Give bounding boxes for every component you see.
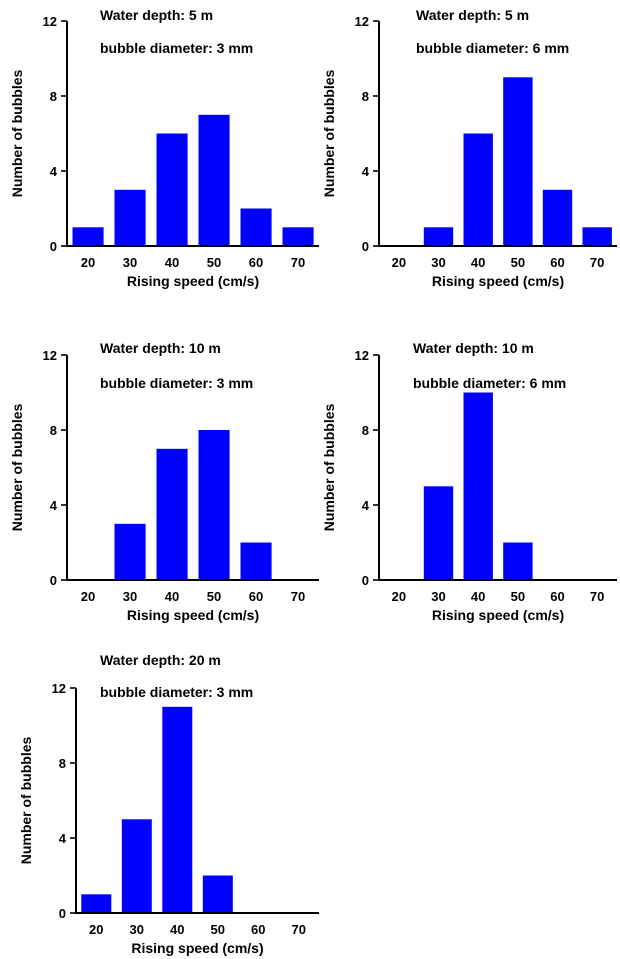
bubble-diameter-annotation: bubble diameter: 3 mm xyxy=(100,375,253,391)
x-tick-label: 20 xyxy=(392,589,406,604)
y-axis-label: Number of bubbles xyxy=(18,737,34,865)
x-tick-label: 60 xyxy=(249,589,263,604)
bar xyxy=(156,133,188,246)
y-tick-label: 0 xyxy=(362,573,369,588)
y-tick-label: 8 xyxy=(50,423,57,438)
y-tick-label: 12 xyxy=(355,348,369,363)
y-tick-label: 12 xyxy=(43,14,57,29)
bar xyxy=(542,189,573,247)
x-tick-label: 40 xyxy=(471,589,485,604)
y-axis-label: Number of bubbles xyxy=(321,404,337,532)
x-tick-label: 30 xyxy=(431,589,445,604)
x-tick-label: 40 xyxy=(165,255,179,270)
bar xyxy=(582,227,612,247)
water-depth-annotation: Water depth: 10 m xyxy=(100,340,221,356)
y-axis-label: Number of bubbles xyxy=(321,70,337,198)
y-tick-label: 4 xyxy=(50,164,58,179)
bar xyxy=(156,448,188,581)
bar xyxy=(202,875,233,913)
x-tick-label: 50 xyxy=(207,255,221,270)
x-axis-label: Rising speed (cm/s) xyxy=(432,273,564,289)
bar xyxy=(162,706,193,914)
x-tick-label: 40 xyxy=(165,589,179,604)
y-tick-label: 0 xyxy=(50,239,57,254)
bubble-diameter-annotation: bubble diameter: 6 mm xyxy=(413,375,566,391)
histogram-panel: 0 4 8 12 20 30 40 50 60 70 Rising speed (cm/s) Numb… xyxy=(18,652,319,956)
water-depth-annotation: Water depth: 20 m xyxy=(100,652,221,668)
y-tick-label: 0 xyxy=(50,573,57,588)
x-tick-label: 30 xyxy=(123,255,137,270)
x-tick-label: 20 xyxy=(81,589,95,604)
bar xyxy=(240,208,272,246)
y-axis-label: Number of bubbles xyxy=(9,70,25,198)
water-depth-annotation: Water depth: 10 m xyxy=(413,340,534,356)
x-tick-label: 40 xyxy=(170,922,184,937)
water-depth-annotation: Water depth: 5 m xyxy=(100,7,213,23)
y-tick-label: 8 xyxy=(59,756,66,771)
y-tick-label: 8 xyxy=(362,423,369,438)
x-tick-label: 50 xyxy=(207,589,221,604)
y-tick-label: 4 xyxy=(362,498,370,513)
x-tick-label: 50 xyxy=(511,589,525,604)
bar xyxy=(114,189,146,247)
bar xyxy=(198,430,230,580)
x-tick-label: 70 xyxy=(590,255,604,270)
bar xyxy=(240,542,272,580)
histogram-panel: 0 4 8 12 20 30 40 50 60 70 Rising speed (cm/s) Numb… xyxy=(9,7,319,289)
y-tick-label: 0 xyxy=(362,239,369,254)
x-tick-label: 30 xyxy=(431,255,445,270)
x-tick-label: 30 xyxy=(123,589,137,604)
bar xyxy=(81,894,112,914)
x-tick-label: 60 xyxy=(249,255,263,270)
x-tick-label: 60 xyxy=(251,922,265,937)
bar xyxy=(503,542,533,580)
x-tick-label: 60 xyxy=(550,255,564,270)
bubble-diameter-annotation: bubble diameter: 3 mm xyxy=(100,40,253,56)
bar xyxy=(114,523,146,581)
histogram-panel: 0 4 8 12 20 30 40 50 60 70 Rising speed (cm/s) Numb… xyxy=(9,340,319,623)
x-tick-label: 20 xyxy=(81,255,95,270)
x-tick-label: 70 xyxy=(291,255,305,270)
x-tick-label: 40 xyxy=(471,255,485,270)
x-tick-label: 70 xyxy=(292,922,306,937)
x-axis-label: Rising speed (cm/s) xyxy=(432,607,564,623)
x-tick-label: 30 xyxy=(130,922,144,937)
y-tick-label: 12 xyxy=(43,348,57,363)
bar xyxy=(198,114,230,247)
x-axis-label: Rising speed (cm/s) xyxy=(127,273,259,289)
bar xyxy=(121,819,152,914)
x-tick-label: 70 xyxy=(590,589,604,604)
bar xyxy=(503,77,533,247)
y-tick-label: 12 xyxy=(355,14,369,29)
histogram-panel: 0 4 8 12 20 30 40 50 60 70 Rising speed (cm/s) Numb… xyxy=(321,7,617,289)
x-axis-label: Rising speed (cm/s) xyxy=(131,940,263,956)
y-tick-label: 4 xyxy=(362,164,370,179)
y-tick-label: 4 xyxy=(50,498,58,513)
y-tick-label: 8 xyxy=(50,89,57,104)
histogram-panel: 0 4 8 12 20 30 40 50 60 70 Rising speed (cm/s) Numb… xyxy=(321,340,617,623)
x-tick-label: 20 xyxy=(89,922,103,937)
x-axis-label: Rising speed (cm/s) xyxy=(127,607,259,623)
x-tick-label: 50 xyxy=(511,255,525,270)
y-tick-label: 0 xyxy=(59,906,66,921)
bar xyxy=(282,227,314,247)
x-tick-label: 50 xyxy=(211,922,225,937)
bar xyxy=(423,486,454,581)
bubble-diameter-annotation: bubble diameter: 6 mm xyxy=(416,40,569,56)
bar xyxy=(463,392,493,580)
water-depth-annotation: Water depth: 5 m xyxy=(416,7,529,23)
bar xyxy=(72,227,104,247)
bar xyxy=(463,133,493,246)
x-tick-label: 20 xyxy=(392,255,406,270)
x-tick-label: 60 xyxy=(550,589,564,604)
x-tick-label: 70 xyxy=(291,589,305,604)
y-tick-label: 4 xyxy=(59,831,67,846)
y-axis-label: Number of bubbles xyxy=(9,404,25,532)
y-tick-label: 12 xyxy=(52,681,66,696)
bubble-diameter-annotation: bubble diameter: 3 mm xyxy=(100,684,253,700)
bar xyxy=(423,227,454,247)
y-tick-label: 8 xyxy=(362,89,369,104)
